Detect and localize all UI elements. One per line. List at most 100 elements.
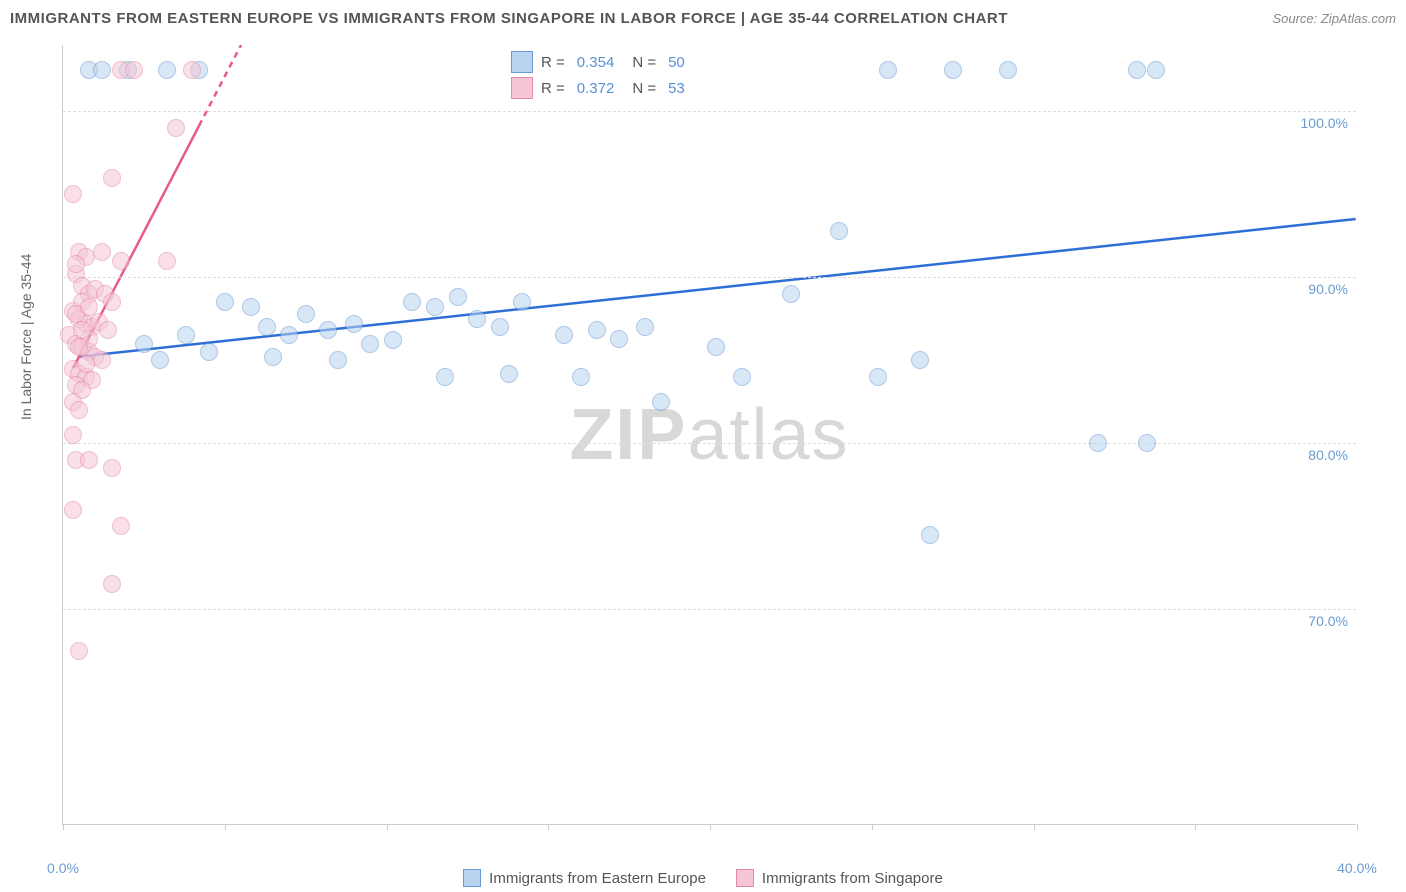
data-point: [216, 293, 234, 311]
data-point: [67, 255, 85, 273]
data-point: [135, 335, 153, 353]
legend-r-label: R =: [541, 80, 565, 97]
legend-swatch: [463, 869, 481, 887]
legend-n-label: N =: [632, 54, 656, 71]
data-point: [64, 185, 82, 203]
bottom-legend-item: Immigrants from Eastern Europe: [463, 869, 706, 887]
data-point: [449, 288, 467, 306]
x-tick: [710, 824, 711, 830]
legend-row: R =0.372N =53: [511, 75, 695, 101]
data-point: [151, 351, 169, 369]
y-tick-label: 80.0%: [1308, 447, 1348, 463]
legend-row: R = 0.354 N = 50: [511, 49, 695, 75]
data-point: [999, 61, 1017, 79]
legend-r-value: 0.372: [577, 80, 615, 97]
data-point: [403, 293, 421, 311]
data-point: [70, 401, 88, 419]
data-point: [329, 351, 347, 369]
data-point: [103, 169, 121, 187]
data-point: [345, 315, 363, 333]
data-point: [103, 459, 121, 477]
data-point: [177, 326, 195, 344]
data-point: [319, 321, 337, 339]
data-point: [555, 326, 573, 344]
data-point: [707, 338, 725, 356]
legend-n-value: 50: [668, 54, 685, 71]
data-point: [112, 252, 130, 270]
watermark: ZIPatlas: [569, 394, 849, 476]
data-point: [869, 368, 887, 386]
data-point: [652, 393, 670, 411]
x-tick: [63, 824, 64, 830]
correlation-legend-box: R =0.354N =50R =0.372N =53: [503, 45, 703, 105]
data-point: [167, 119, 185, 137]
data-point: [80, 298, 98, 316]
data-point: [70, 338, 88, 356]
legend-r-label: R =: [541, 54, 565, 71]
x-tick: [1195, 824, 1196, 830]
x-tick: [548, 824, 549, 830]
source-attribution: Source: ZipAtlas.com: [1272, 11, 1396, 26]
data-point: [1089, 434, 1107, 452]
data-point: [782, 285, 800, 303]
data-point: [468, 310, 486, 328]
gridline: [63, 277, 1356, 278]
data-point: [158, 61, 176, 79]
scatter-plot-area: ZIPatlas R =0.354N =50R =0.372N =53 70.0…: [62, 45, 1356, 825]
data-point: [103, 293, 121, 311]
legend-n-label: N =: [632, 80, 656, 97]
data-point: [73, 321, 91, 339]
gridline: [63, 111, 1356, 112]
legend-r-value: 0.354: [577, 54, 615, 71]
trendlines-layer: [63, 45, 1356, 824]
data-point: [93, 243, 111, 261]
data-point: [733, 368, 751, 386]
data-point: [1138, 434, 1156, 452]
x-tick: [872, 824, 873, 830]
data-point: [921, 526, 939, 544]
data-point: [636, 318, 654, 336]
series-name: Immigrants from Eastern Europe: [489, 870, 706, 887]
data-point: [513, 293, 531, 311]
data-point: [297, 305, 315, 323]
data-point: [361, 335, 379, 353]
legend-swatch: [511, 77, 533, 99]
data-point: [944, 61, 962, 79]
data-point: [264, 348, 282, 366]
data-point: [77, 355, 95, 373]
data-point: [280, 326, 298, 344]
data-point: [158, 252, 176, 270]
y-axis-label: In Labor Force | Age 35-44: [18, 254, 34, 420]
data-point: [112, 517, 130, 535]
data-point: [436, 368, 454, 386]
data-point: [588, 321, 606, 339]
data-point: [1147, 61, 1165, 79]
gridline: [63, 609, 1356, 610]
legend-swatch: [511, 51, 533, 73]
data-point: [200, 343, 218, 361]
data-point: [99, 321, 117, 339]
data-point: [93, 351, 111, 369]
data-point: [183, 61, 201, 79]
bottom-legend-item: Immigrants from Singapore: [736, 869, 943, 887]
data-point: [70, 642, 88, 660]
data-point: [830, 222, 848, 240]
data-point: [491, 318, 509, 336]
x-tick: [1357, 824, 1358, 830]
data-point: [500, 365, 518, 383]
data-point: [911, 351, 929, 369]
data-point: [242, 298, 260, 316]
data-point: [125, 61, 143, 79]
x-tick: [225, 824, 226, 830]
x-tick: [387, 824, 388, 830]
data-point: [610, 330, 628, 348]
x-tick: [1034, 824, 1035, 830]
y-tick-label: 70.0%: [1308, 613, 1348, 629]
data-point: [258, 318, 276, 336]
y-tick-label: 100.0%: [1301, 115, 1348, 131]
data-point: [572, 368, 590, 386]
data-point: [64, 426, 82, 444]
data-point: [103, 575, 121, 593]
y-tick-label: 90.0%: [1308, 281, 1348, 297]
data-point: [384, 331, 402, 349]
